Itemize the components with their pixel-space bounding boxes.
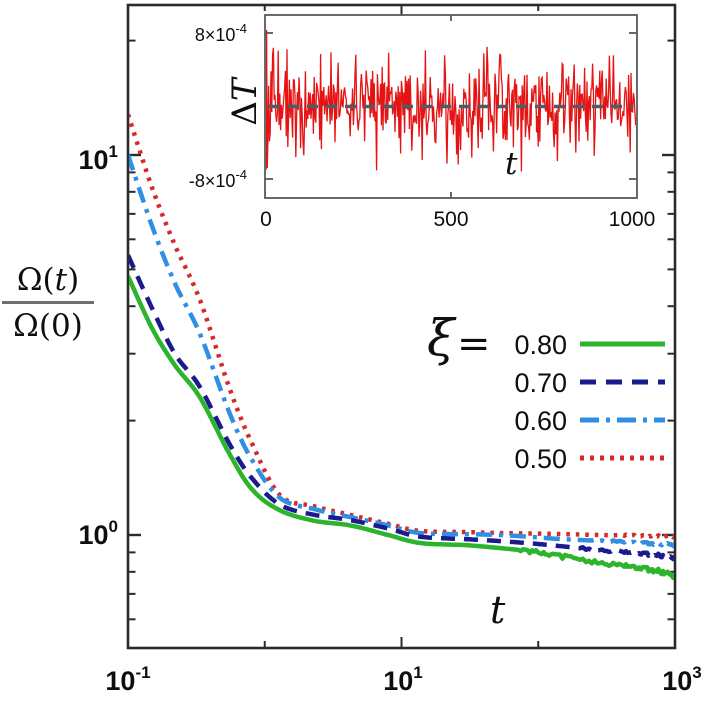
x-tick-10e1: 101 bbox=[383, 663, 423, 696]
inset-x-tick-0: 0 bbox=[260, 208, 272, 231]
legend-item-0.70: 0.70 bbox=[497, 365, 667, 399]
x-tick-10e3: 103 bbox=[662, 663, 702, 696]
legend-item-0.80: 0.80 bbox=[497, 327, 667, 361]
y-label-numerator: Ω(t) bbox=[16, 262, 80, 298]
inset-y-tick-8e-4: 8×10-4 bbox=[194, 21, 247, 45]
y-tick-10e1: 101 bbox=[78, 142, 118, 175]
inset-x-axis-label: t bbox=[505, 146, 518, 182]
legend-line-sample bbox=[580, 379, 665, 385]
legend-label: 0.80 bbox=[514, 330, 567, 360]
fraction-bar bbox=[2, 301, 94, 304]
y-tick-10e0: 100 bbox=[78, 517, 118, 550]
x-tick-10e-1: 10-1 bbox=[105, 663, 151, 696]
legend-line-sample bbox=[580, 417, 665, 423]
legend-item-0.60: 0.60 bbox=[497, 403, 667, 437]
legend-equals: = bbox=[457, 321, 491, 367]
legend-line-sample bbox=[580, 455, 665, 461]
legend-line-sample bbox=[580, 341, 665, 347]
legend-label: 0.60 bbox=[514, 406, 567, 436]
inset-x-tick-1000: 1000 bbox=[608, 208, 656, 231]
legend-xi-symbol: ξ bbox=[427, 309, 455, 367]
legend-item-0.50: 0.50 bbox=[497, 441, 667, 475]
x-axis-label: t bbox=[490, 588, 506, 632]
inset-y-tick-neg8e-4: -8×10-4 bbox=[188, 167, 247, 191]
inset-x-tick-500: 500 bbox=[433, 208, 469, 231]
legend-label: 0.70 bbox=[514, 368, 567, 398]
legend-label: 0.50 bbox=[514, 444, 567, 474]
y-axis-label: Ω(t) Ω(0) bbox=[0, 262, 96, 344]
y-label-denominator: Ω(0) bbox=[13, 308, 83, 344]
